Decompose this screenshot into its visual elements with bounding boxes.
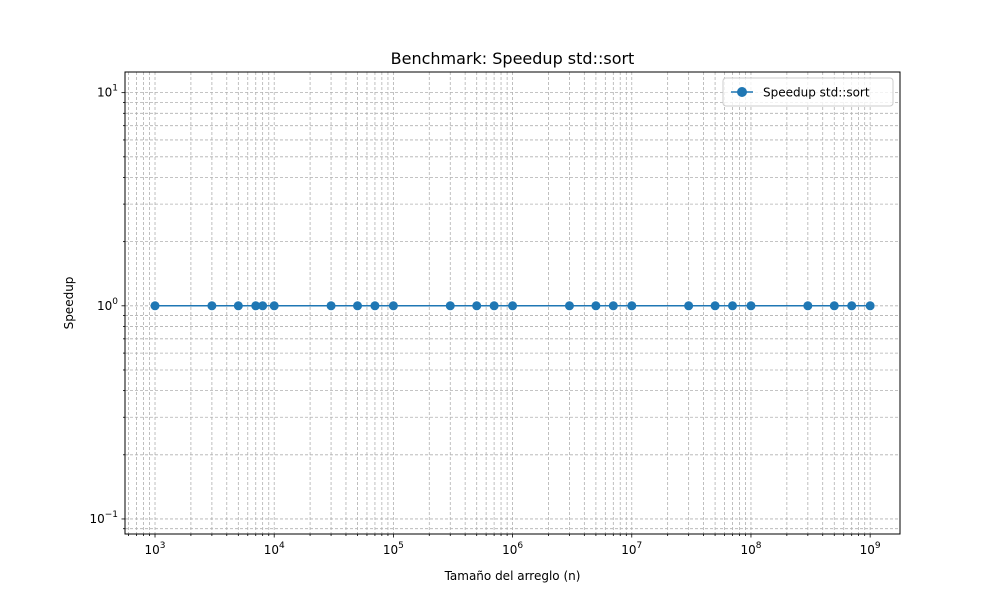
data-point [370, 301, 380, 311]
y-tick-label: 100 [97, 297, 118, 313]
y-tick-label: 10−1 [89, 510, 118, 526]
data-point [564, 301, 574, 311]
data-point [353, 301, 363, 311]
data-point [326, 301, 336, 311]
x-axis-label: Tamaño del arreglo (n) [444, 569, 581, 583]
data-point [489, 301, 499, 311]
data-point [388, 301, 398, 311]
x-tick-label: 105 [383, 541, 404, 557]
data-point [608, 301, 618, 311]
data-point [207, 301, 217, 311]
legend: Speedup std::sort [722, 77, 894, 107]
data-point [865, 301, 875, 311]
data-point [746, 301, 756, 311]
data-point [829, 301, 839, 311]
legend-marker-swatch [737, 87, 747, 97]
y-axis-label: Speedup [62, 277, 76, 330]
x-tick-label: 103 [145, 541, 166, 557]
series-layer [150, 301, 875, 311]
x-tick-label: 109 [860, 541, 881, 557]
legend-label: Speedup std::sort [763, 86, 870, 100]
data-point [627, 301, 637, 311]
data-point [591, 301, 601, 311]
x-tick-label: 106 [502, 541, 523, 557]
data-point [847, 301, 857, 311]
data-point [727, 301, 737, 311]
data-point [803, 301, 813, 311]
x-tick-label: 108 [740, 541, 761, 557]
data-point [684, 301, 694, 311]
legend-box [722, 77, 894, 107]
data-point [508, 301, 518, 311]
data-point [710, 301, 720, 311]
x-tick-label: 107 [621, 541, 642, 557]
chart-title: Benchmark: Speedup std::sort [391, 49, 635, 68]
data-point [472, 301, 482, 311]
ticks: 103 104 105 106 107 108 109 10−1 100 101 [89, 84, 880, 557]
data-point [269, 301, 279, 311]
x-tick-label: 104 [264, 541, 285, 557]
data-point [445, 301, 455, 311]
data-point [150, 301, 160, 311]
data-point [233, 301, 243, 311]
y-tick-label: 101 [97, 84, 118, 100]
data-point [258, 301, 268, 311]
data-point [251, 301, 261, 311]
